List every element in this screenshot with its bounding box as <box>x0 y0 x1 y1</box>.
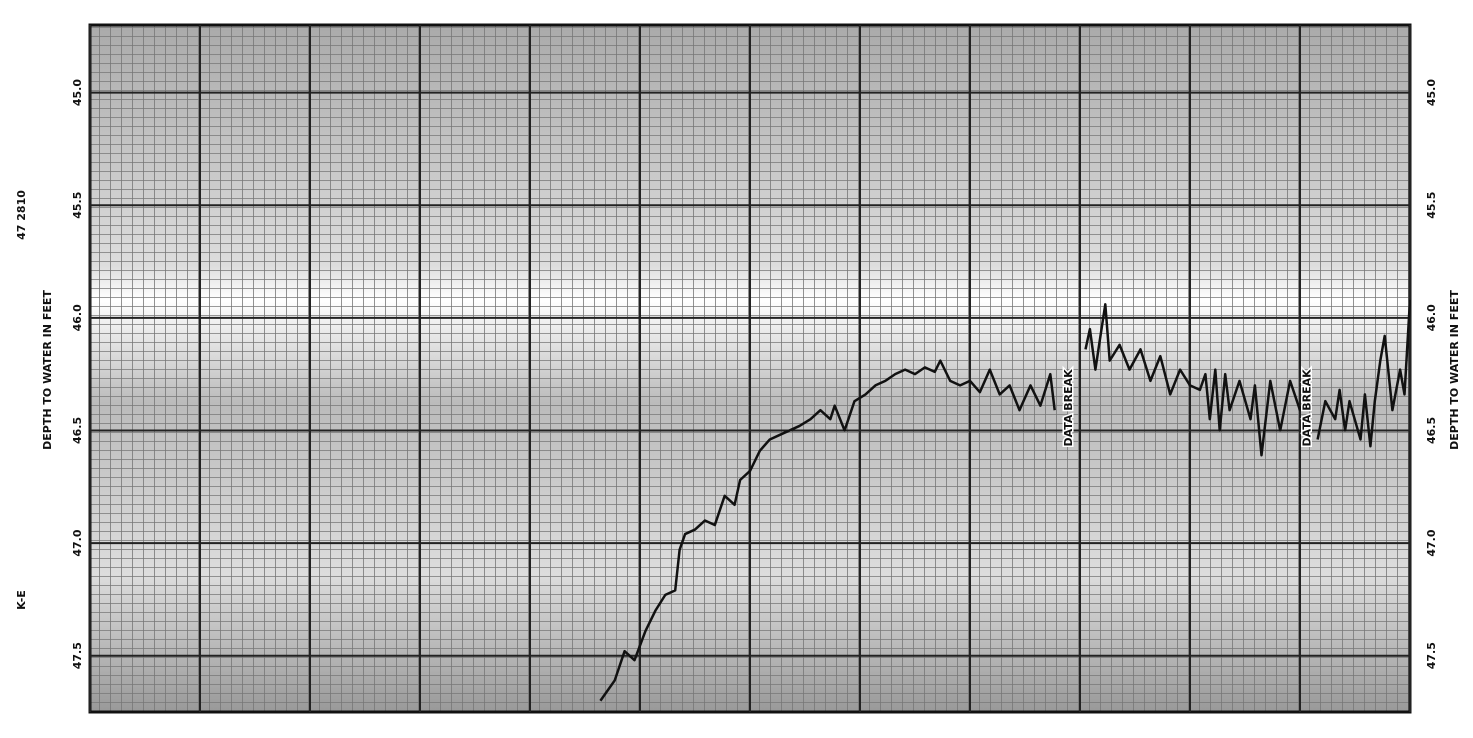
y-tick-label-right: 47.5 <box>1425 642 1438 669</box>
y-axis-title: DEPTH TO WATER IN FEET <box>41 290 54 450</box>
y-tick-label: 46.0 <box>71 304 84 331</box>
side-note: 47 2810 <box>15 190 28 240</box>
y-tick-label-right: 45.0 <box>1425 79 1438 106</box>
y-tick-label-right: 47.0 <box>1425 529 1438 556</box>
y-tick-label: 47.5 <box>71 642 84 669</box>
side-note: K-E <box>15 590 28 610</box>
data-line <box>599 299 1412 702</box>
y-tick-label: 47.0 <box>71 529 84 556</box>
annotation: DATA BREAK <box>1062 369 1075 447</box>
annotation: DATA BREAK <box>1301 369 1314 447</box>
y-tick-label-right: 46.5 <box>1425 417 1438 444</box>
y-tick-label: 45.5 <box>71 192 84 219</box>
y-tick-label-right: 46.0 <box>1425 304 1438 331</box>
y-tick-label: 46.5 <box>71 417 84 444</box>
y-tick-label-right: 45.5 <box>1425 192 1438 219</box>
y-axis-title-right: DEPTH TO WATER IN FEET <box>1448 290 1461 450</box>
y-tick-label: 45.0 <box>71 79 84 106</box>
